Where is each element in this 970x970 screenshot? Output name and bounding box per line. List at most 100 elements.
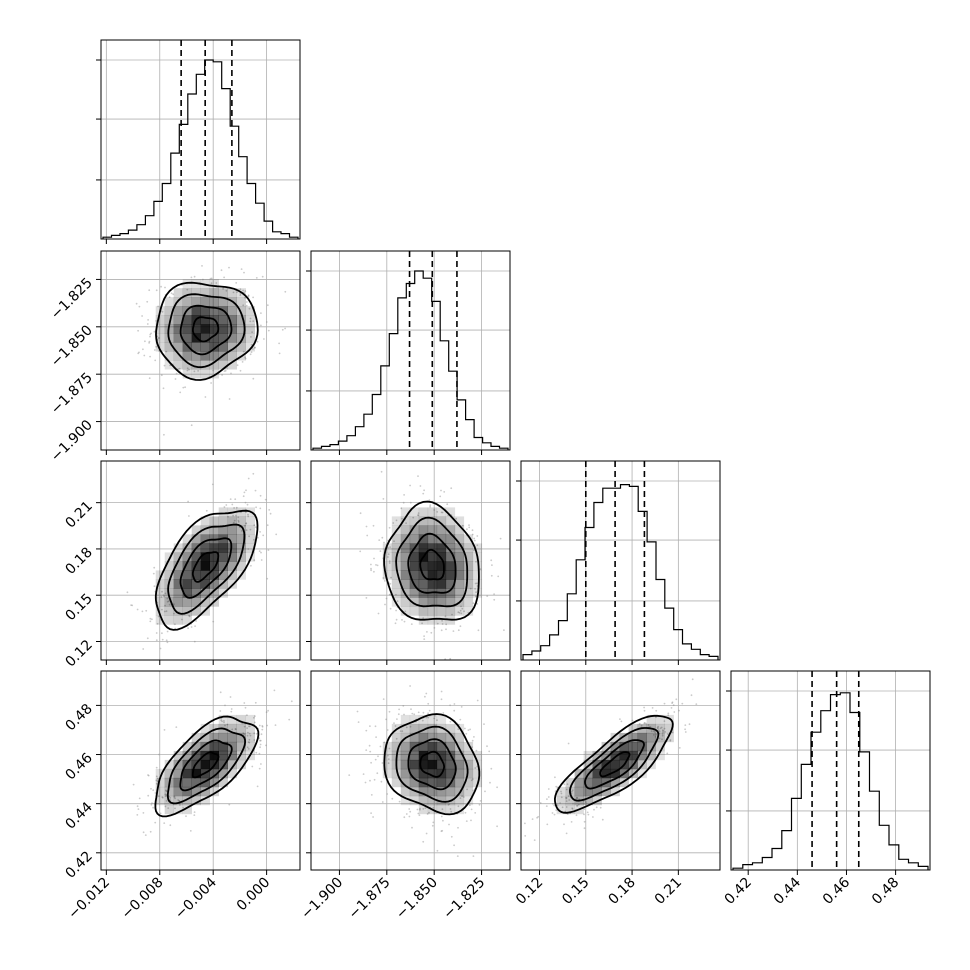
sample-point — [157, 615, 160, 618]
density-cell — [227, 534, 237, 544]
sample-point — [284, 327, 286, 330]
sample-point — [496, 825, 498, 828]
sample-point — [684, 724, 687, 726]
sample-point — [479, 800, 482, 802]
sample-point — [235, 506, 238, 509]
sample-point — [163, 610, 166, 613]
sample-point — [441, 808, 444, 811]
sample-point — [453, 709, 456, 712]
density-cell — [164, 804, 174, 815]
density-cell — [646, 714, 656, 725]
density-cell — [400, 570, 411, 580]
density-cell — [191, 588, 201, 598]
sample-point — [440, 830, 443, 833]
density-cell — [218, 516, 228, 526]
sample-point — [237, 516, 240, 519]
sample-point — [370, 794, 373, 796]
sample-point — [436, 622, 439, 625]
density-cell — [200, 759, 210, 770]
sample-point — [417, 512, 420, 514]
sample-point — [572, 802, 574, 805]
sample-point — [258, 767, 261, 770]
sample-point — [587, 813, 590, 816]
density-cell — [227, 759, 237, 770]
density-cell — [191, 534, 201, 544]
sample-point — [248, 725, 250, 728]
density-cell — [227, 768, 237, 779]
sample-point — [288, 718, 291, 721]
sample-point — [249, 528, 252, 531]
density-cell — [218, 777, 228, 788]
sample-point — [154, 821, 157, 824]
density-cell — [173, 759, 183, 770]
density-cell — [164, 759, 174, 770]
density-cell — [436, 786, 447, 797]
density-cell — [382, 543, 393, 553]
sample-point — [259, 739, 262, 742]
sample-point — [156, 780, 159, 782]
sample-point — [193, 275, 196, 278]
sample-point — [395, 593, 397, 596]
density-cell — [592, 786, 602, 797]
sample-point — [439, 495, 442, 498]
sample-point — [431, 824, 434, 827]
density-cell — [628, 750, 638, 761]
density-cell — [418, 597, 429, 607]
sample-point — [432, 821, 435, 824]
density-cell — [164, 306, 174, 316]
sample-point — [225, 289, 228, 292]
sample-point — [247, 294, 250, 297]
density-cell — [427, 777, 438, 788]
density-cell — [418, 768, 429, 779]
density-cell — [463, 759, 474, 770]
sample-point — [161, 632, 163, 635]
sample-point — [599, 806, 602, 809]
density-cell — [454, 750, 465, 761]
sample-point — [178, 800, 181, 802]
density-cell — [245, 741, 255, 752]
panel-frame — [310, 250, 511, 451]
sample-point — [223, 721, 225, 724]
sample-point — [442, 819, 444, 822]
density-cell — [227, 315, 237, 325]
sample-point — [419, 807, 421, 810]
density-cell — [227, 570, 237, 580]
sample-point — [161, 638, 164, 641]
sample-point — [248, 732, 251, 735]
sample-point — [254, 489, 257, 492]
sample-point — [150, 803, 153, 806]
sample-point — [565, 800, 568, 802]
sample-point — [290, 700, 293, 703]
sample-point — [269, 512, 272, 515]
sample-point — [388, 526, 391, 529]
density-cell — [472, 750, 483, 761]
sample-point — [130, 604, 133, 606]
density-cell — [218, 768, 228, 779]
sample-point — [440, 511, 443, 514]
sample-point — [169, 824, 172, 827]
sample-point — [155, 632, 158, 634]
density-cell — [182, 351, 192, 361]
density-cell — [182, 741, 192, 752]
density-cell — [610, 759, 620, 770]
sample-point — [368, 744, 371, 747]
sample-point — [151, 802, 153, 805]
sample-point — [460, 605, 462, 608]
density-cell — [182, 288, 192, 298]
sample-point — [250, 351, 253, 354]
sample-point — [471, 533, 474, 536]
sample-point — [560, 796, 563, 799]
sample-point — [209, 277, 212, 280]
sample-point — [565, 806, 568, 808]
density-cell — [200, 306, 210, 316]
sample-point — [245, 489, 247, 492]
sample-point — [411, 712, 414, 715]
sample-point — [449, 808, 452, 810]
density-cell — [245, 315, 255, 325]
sample-point — [235, 282, 238, 284]
density-cell — [583, 795, 593, 806]
sample-point — [473, 549, 475, 552]
density-cell — [418, 804, 429, 815]
sample-point — [255, 506, 257, 509]
sample-point — [146, 637, 149, 640]
